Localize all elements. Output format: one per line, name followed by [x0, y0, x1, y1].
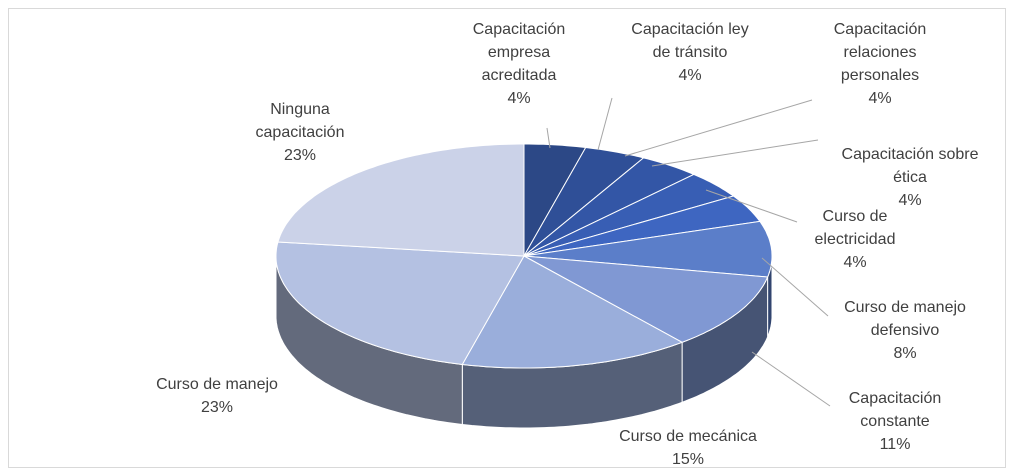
slice	[523, 220, 773, 278]
data-label: Curso de mecánica 15%	[588, 425, 788, 471]
slice	[523, 157, 696, 257]
value-label: 4%	[868, 90, 892, 107]
category-label: Capacitación ley de tránsito	[631, 21, 749, 61]
slice	[277, 143, 525, 257]
slice	[275, 241, 525, 366]
category-label: Curso de electricidad	[814, 208, 896, 248]
slice	[461, 255, 684, 369]
data-label: Curso de manejo 23%	[117, 373, 317, 419]
value-label: 8%	[893, 345, 917, 362]
value-label: 4%	[507, 90, 531, 107]
data-label: Ninguna capacitación 23%	[240, 98, 360, 167]
value-label: 4%	[898, 192, 922, 209]
data-label: Capacitación relaciones personales 4%	[825, 18, 935, 110]
leader-line	[624, 99, 813, 157]
leader-line	[761, 257, 829, 317]
slice	[523, 255, 769, 343]
data-label: Curso de electricidad 4%	[800, 205, 910, 274]
category-label: Capacitación empresa acreditada	[472, 21, 566, 84]
slice	[523, 195, 761, 257]
category-label: Capacitación relaciones personales	[833, 21, 927, 84]
leader-line	[597, 97, 613, 151]
category-label: Curso de mecánica	[619, 428, 757, 445]
value-label: 23%	[200, 399, 234, 416]
category-label: Capacitación constante	[848, 390, 942, 430]
category-label: Capacitación sobre ética	[841, 146, 979, 186]
leader-line	[751, 351, 831, 407]
leader-line	[546, 127, 551, 149]
category-label: Ninguna capacitación	[255, 101, 345, 141]
data-label: Capacitación constante 11%	[835, 387, 955, 456]
value-label: 15%	[671, 451, 705, 468]
value-label: 4%	[843, 254, 867, 271]
data-label: Capacitación ley de tránsito 4%	[625, 18, 755, 87]
data-label: Capacitación empresa acreditada 4%	[454, 18, 584, 110]
data-label: Curso de manejo defensivo 8%	[835, 296, 975, 365]
category-label: Curso de manejo defensivo	[844, 299, 966, 339]
leader-line	[705, 189, 798, 223]
category-label: Curso de manejo	[156, 376, 278, 393]
value-label: 11%	[879, 436, 911, 453]
slice	[523, 173, 735, 257]
slice	[523, 146, 645, 257]
data-label: Capacitación sobre ética 4%	[830, 143, 990, 212]
value-label: 23%	[283, 147, 317, 164]
leader-line	[651, 139, 819, 167]
value-label: 4%	[678, 67, 702, 84]
